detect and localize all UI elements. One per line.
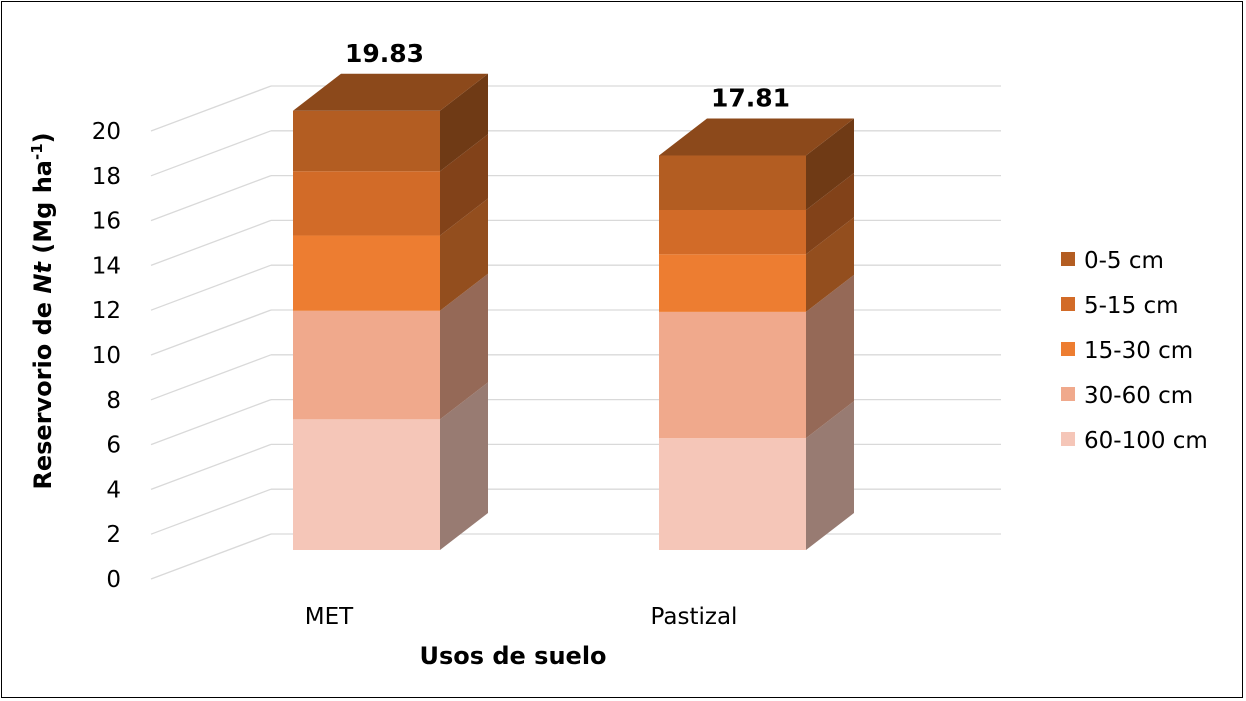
y-axis-ticks: 0 2 4 6 8 10 12 14 16 18 20 xyxy=(92,119,121,593)
bar-top xyxy=(659,118,854,156)
legend-swatch xyxy=(1061,297,1075,311)
y-axis-title-prefix: Reservorio de xyxy=(29,294,57,490)
y-tick-label: 8 xyxy=(106,388,121,414)
bar-segment xyxy=(659,209,806,255)
y-tick-label: 12 xyxy=(92,298,121,324)
bar-top xyxy=(293,73,488,111)
y-axis-title-exponent: -1 xyxy=(28,143,46,160)
gridline-diagonal xyxy=(150,309,272,356)
bar-segment-side xyxy=(440,198,488,311)
bar-segment xyxy=(659,311,806,439)
y-tick-label: 6 xyxy=(106,433,121,459)
bar-segment-side xyxy=(806,274,854,439)
legend-label: 5-15 cm xyxy=(1084,293,1179,319)
bar-segment-side xyxy=(440,382,488,550)
legend-swatch xyxy=(1061,387,1075,401)
y-axis-title-symbol: Nt xyxy=(29,261,57,294)
bar-segment xyxy=(293,235,440,311)
legend-label: 15-30 cm xyxy=(1084,338,1193,364)
legend-swatch xyxy=(1061,432,1075,446)
x-axis-categories: MET Pastizal xyxy=(305,604,738,630)
y-tick-label: 16 xyxy=(92,209,121,235)
legend-swatch xyxy=(1061,342,1075,356)
legend: 0-5 cm 5-15 cm 15-30 cm 30-60 cm 60-100 cm xyxy=(1061,248,1208,454)
bar-segment xyxy=(659,155,806,210)
total-label: 17.81 xyxy=(711,84,790,113)
legend-label: 30-60 cm xyxy=(1084,383,1193,409)
y-tick-label: 10 xyxy=(92,343,121,369)
total-labels: 19.83 17.81 xyxy=(345,39,790,113)
bar-segment-side xyxy=(806,172,854,255)
y-tick-label: 2 xyxy=(106,522,121,548)
x-axis-title: Usos de suelo xyxy=(419,642,606,670)
bar-segment-side xyxy=(806,217,854,312)
y-axis-title: Reservorio de Nt (Mg ha-1) xyxy=(28,132,57,489)
bar-segment xyxy=(293,310,440,420)
bar-segment-side xyxy=(806,118,854,210)
gridline-diagonal xyxy=(150,174,272,222)
gridline-diagonal xyxy=(150,533,272,580)
gridline-diagonal xyxy=(150,354,272,401)
bar-segment xyxy=(659,254,806,312)
y-tick-label: 18 xyxy=(92,164,121,190)
bar-segment xyxy=(659,438,806,550)
gridline-diagonal xyxy=(150,130,272,177)
bar-segment-side xyxy=(806,401,854,550)
total-label: 19.83 xyxy=(345,39,424,68)
legend-label: 0-5 cm xyxy=(1084,248,1164,274)
bar-segment-side xyxy=(440,273,488,420)
bar-segment xyxy=(293,419,440,550)
gridline-diagonal xyxy=(150,443,272,491)
bar-segment xyxy=(293,171,440,236)
y-tick-label: 20 xyxy=(92,119,121,145)
category-label: MET xyxy=(305,604,354,630)
legend-swatch xyxy=(1061,252,1075,266)
y-tick-label: 4 xyxy=(106,477,121,503)
legend-label: 60-100 cm xyxy=(1084,428,1208,454)
gridline-diagonal xyxy=(150,219,272,267)
y-tick-label: 0 xyxy=(106,567,121,593)
bar-segment xyxy=(293,110,440,172)
gridline-diagonal xyxy=(150,488,272,535)
gridline-diagonal xyxy=(150,85,272,132)
gridline-diagonal xyxy=(150,398,272,446)
gridline-diagonal xyxy=(150,264,272,311)
bar-segment-side xyxy=(440,134,488,236)
category-label: Pastizal xyxy=(651,604,738,630)
y-tick-label: 14 xyxy=(92,253,121,279)
y-axis-title-close: ) xyxy=(29,132,57,143)
gridlines xyxy=(150,85,1001,580)
y-axis-title-unit: (Mg ha xyxy=(29,160,57,262)
bars xyxy=(293,73,854,550)
bar-segment-side xyxy=(440,73,488,172)
